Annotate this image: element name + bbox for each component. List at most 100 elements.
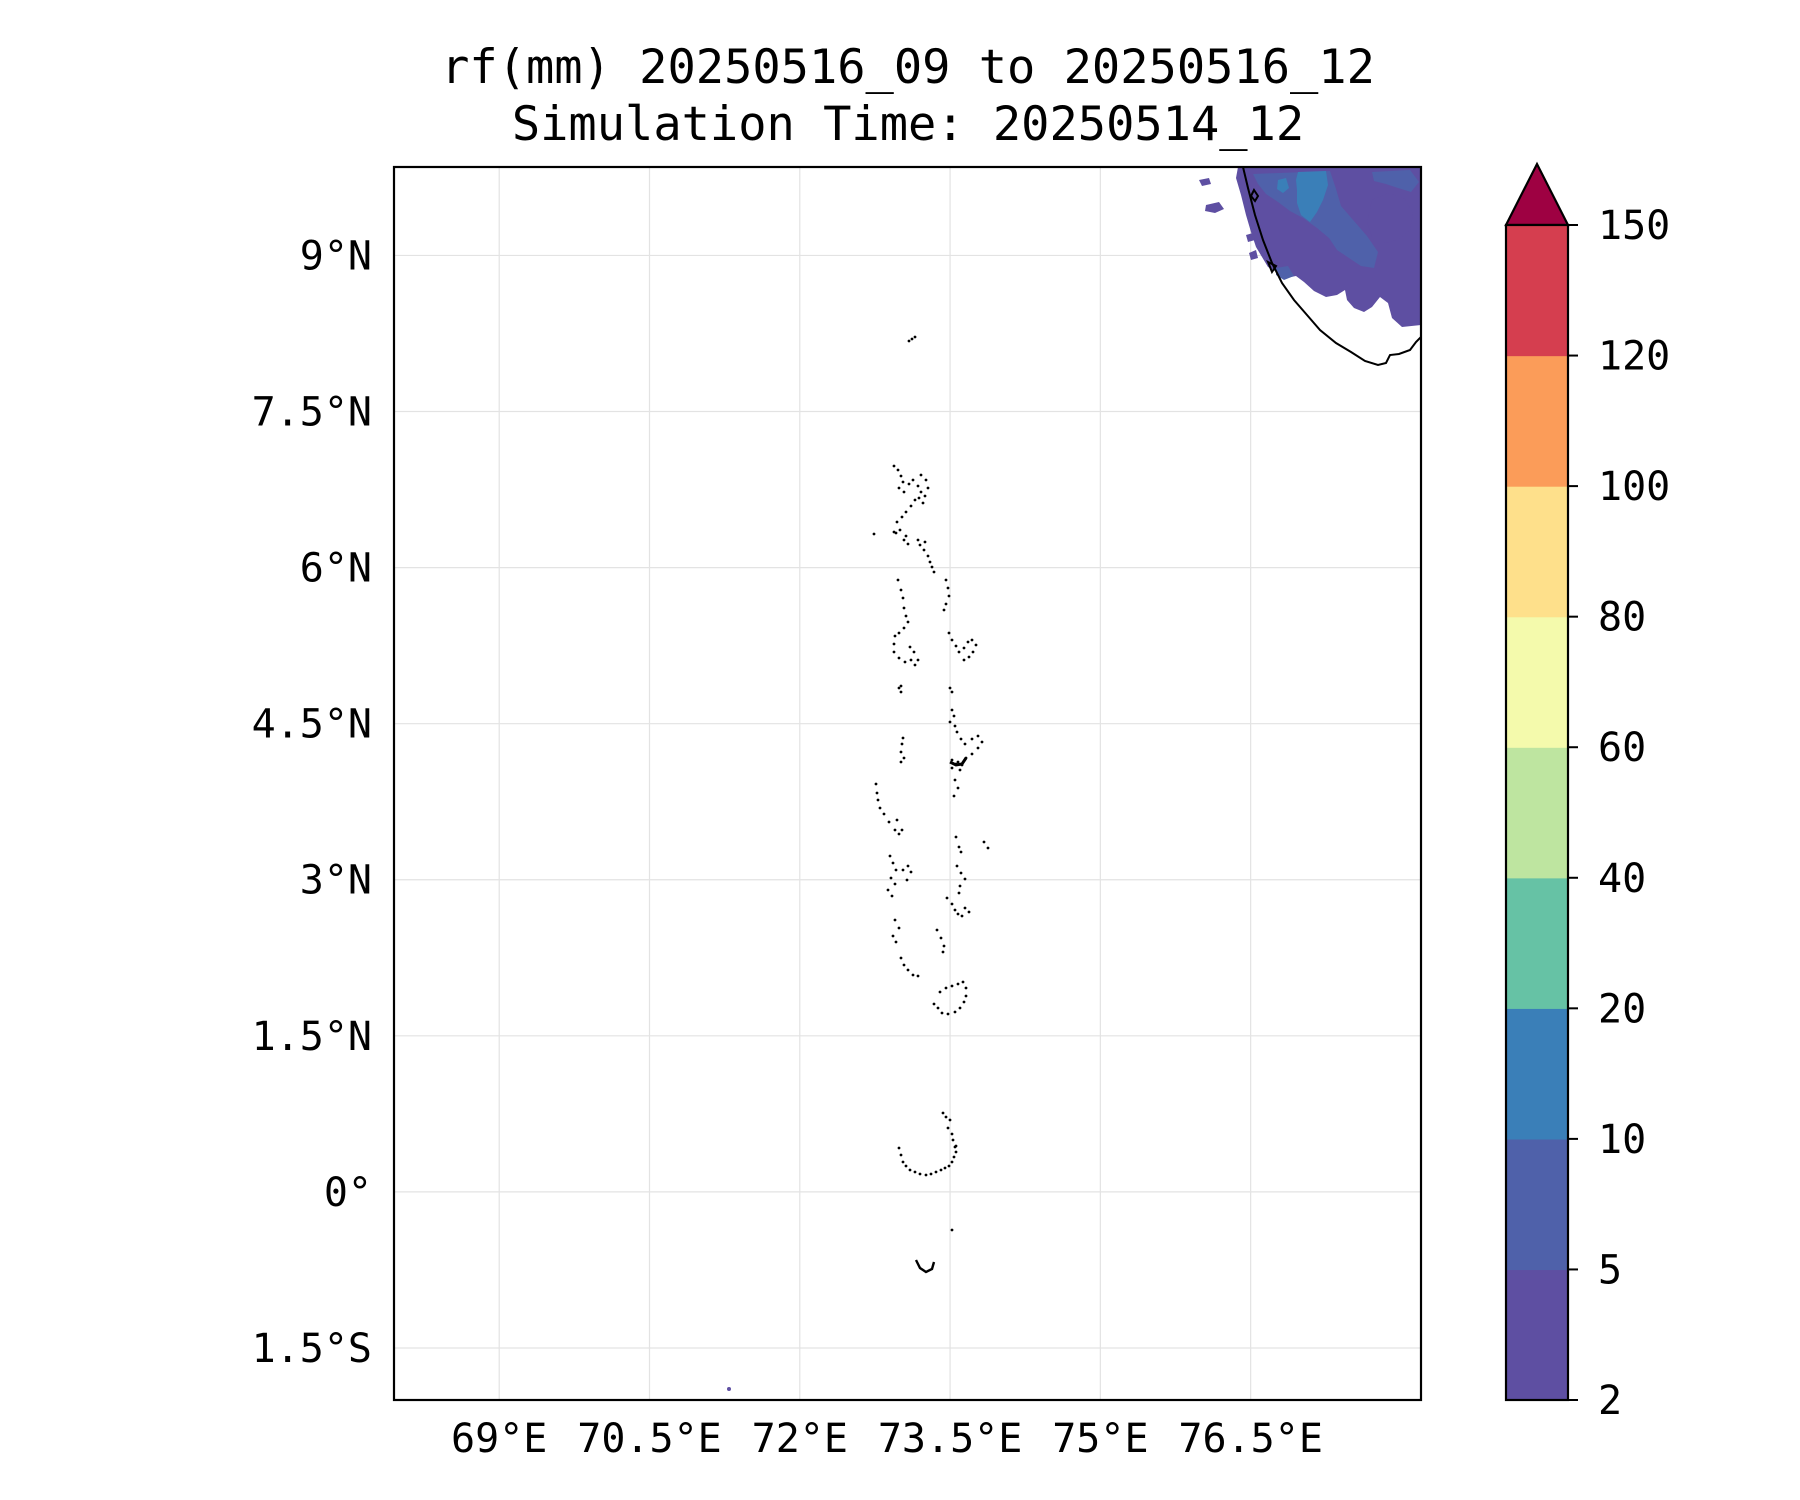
island-dot (921, 501, 925, 505)
colorbar-segment-10 (1506, 1008, 1568, 1140)
island-dot (919, 473, 923, 477)
island-dot (950, 902, 954, 906)
island-dot (946, 586, 950, 590)
island-dot (953, 908, 957, 912)
island-dot (872, 532, 876, 536)
island-dot (894, 868, 898, 872)
island-dot (952, 794, 956, 798)
colorbar-segment-5 (1506, 1138, 1568, 1271)
island-dot (963, 877, 967, 881)
island-dot (954, 1150, 958, 1154)
island-dot (966, 640, 970, 644)
island-dot (976, 746, 980, 750)
island-dot (967, 910, 971, 914)
lat-tick-label: 3°N (300, 858, 372, 904)
island-dot (895, 818, 899, 822)
island-dot (896, 468, 900, 472)
coastlines (1242, 167, 1421, 367)
island-dot (901, 868, 905, 872)
island-dot (962, 658, 966, 662)
island-dot (950, 984, 954, 988)
island-dot (876, 798, 880, 802)
island-dot (874, 782, 878, 786)
island-dot (902, 490, 906, 494)
colorbar-tick-label: 40 (1598, 856, 1646, 902)
island-dot (897, 631, 901, 635)
rainfall-field-2-5mm (1199, 167, 1421, 327)
island-dot (960, 914, 964, 918)
island-dot (899, 588, 903, 592)
island-dot (929, 1172, 933, 1176)
island-dot (897, 686, 901, 690)
island-dot (959, 871, 963, 875)
island-dot (896, 578, 900, 582)
island-dot (902, 756, 906, 760)
island-dot (943, 1166, 947, 1170)
island-dot (950, 1132, 954, 1136)
colorbar-segment-60 (1506, 616, 1568, 748)
island-dot (888, 854, 892, 858)
island-dot (935, 928, 939, 932)
island-dot (899, 760, 903, 764)
island-dot (906, 864, 910, 868)
lon-tick-label: 76.5°E (1178, 1416, 1323, 1462)
island-dot (950, 690, 954, 694)
lat-tick-label: 1.5°S (252, 1326, 372, 1372)
male-atoll-cluster (949, 757, 968, 767)
island-dot (932, 1002, 936, 1006)
colorbar-segment-100 (1506, 355, 1568, 487)
island-dot (924, 478, 928, 482)
lat-tick-label: 0° (324, 1170, 372, 1216)
map-plot-area (392, 165, 1423, 1402)
island-dot (901, 1160, 905, 1164)
island-dot (923, 540, 927, 544)
latitude-tick-labels: 9°N 7.5°N 6°N 4.5°N 3°N 1.5°N 0° 1.5°S (252, 233, 372, 1372)
island-dot (899, 1153, 903, 1157)
island-dot (904, 510, 908, 514)
island-dot (964, 986, 968, 990)
island-dot (903, 660, 907, 664)
island-dot (909, 504, 913, 508)
island-dot (962, 646, 966, 650)
island-dot (951, 1138, 955, 1142)
island-dot (897, 832, 901, 836)
colorbar-segment-2 (1506, 1269, 1568, 1401)
colorbar: 2 5 10 20 40 60 80 100 120 150 (1504, 161, 1670, 1424)
island-dot (958, 1006, 962, 1010)
island-dot (956, 786, 960, 790)
island-dot (895, 520, 899, 524)
island-dot (934, 1170, 938, 1174)
island-dot (955, 730, 959, 734)
island-dot (891, 934, 895, 938)
island-dot (953, 778, 957, 782)
island-dot (900, 742, 904, 746)
island-dot (950, 1160, 954, 1164)
map-plot-background (394, 167, 1421, 1400)
island-dot (963, 742, 967, 746)
island-dot (944, 1115, 948, 1119)
island-dot (954, 835, 958, 839)
island-dot (882, 812, 886, 816)
island-dot (901, 596, 905, 600)
island-dot (916, 538, 920, 542)
island-dot (900, 828, 904, 832)
island-dot (894, 940, 898, 944)
island-dot (892, 464, 896, 468)
island-dot (900, 515, 904, 519)
island-dot (955, 864, 959, 868)
island-dot (944, 578, 948, 582)
island-dot (919, 490, 923, 494)
island-dot (890, 894, 894, 898)
island-dot (897, 656, 901, 660)
island-dot (976, 734, 980, 738)
colorbar-tick-label: 120 (1598, 334, 1670, 380)
island-dot (926, 486, 930, 490)
longitude-tick-labels: 69°E 70.5°E 72°E 73.5°E 75°E 76.5°E (451, 1416, 1323, 1462)
island-dot (958, 768, 962, 772)
island-dot (980, 740, 984, 744)
colorbar-tick-label: 5 (1598, 1247, 1622, 1293)
island-dot (970, 752, 974, 756)
island-dot (907, 482, 911, 486)
island-dot (942, 608, 946, 612)
